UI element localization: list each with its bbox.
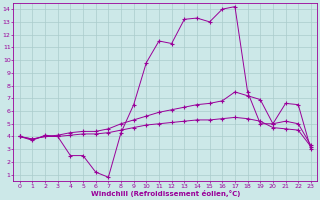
X-axis label: Windchill (Refroidissement éolien,°C): Windchill (Refroidissement éolien,°C) — [91, 190, 240, 197]
